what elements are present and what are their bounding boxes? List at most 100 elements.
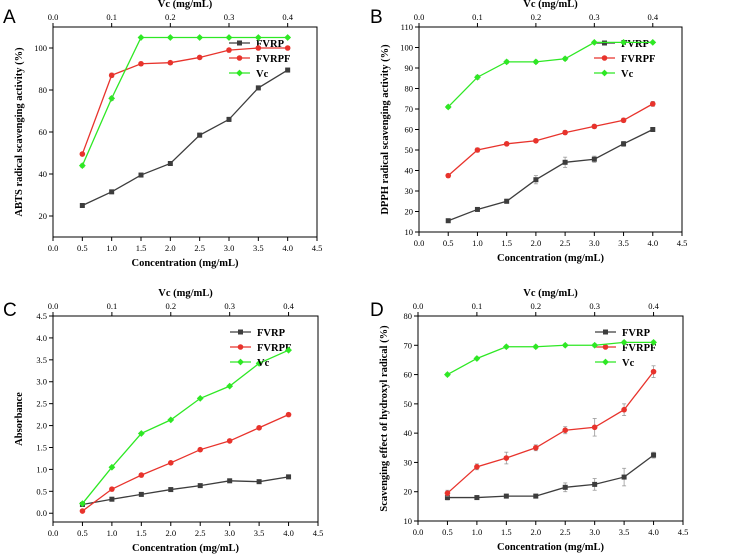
- series-fvrp: [79, 67, 291, 208]
- data-point-vc: [502, 343, 510, 351]
- y-tick-label: 10: [404, 516, 413, 526]
- data-point-fvrpf: [474, 464, 480, 470]
- series-line-fvrp: [447, 128, 654, 222]
- y-tick-label: 50: [405, 145, 414, 155]
- panel-d: D 0.0 0.5 1.0 1.5 2.0 2.5 3.0 3.5 4.0 4.5 0.0 0.1 0.2…: [370, 288, 688, 553]
- data-point-fvrp: [592, 481, 598, 487]
- series-fvrpf: [79, 411, 292, 514]
- legend-entry: FVRP: [230, 328, 286, 339]
- data-point-fvrp: [226, 116, 232, 122]
- data-point-fvrpf: [503, 141, 510, 147]
- top-x-tick-label: 0.4: [283, 301, 294, 311]
- top-x-tick-label: 0.1: [472, 12, 483, 22]
- series-line-vc: [447, 341, 654, 376]
- top-x-tick-label: 0.3: [589, 301, 600, 311]
- data-point-vc: [591, 341, 599, 349]
- panel-letter: A: [3, 7, 16, 28]
- data-point-fvrp: [109, 496, 115, 502]
- data-point-fvrp: [591, 156, 597, 162]
- y-tick-label: 30: [405, 186, 414, 196]
- data-point-fvrpf: [79, 151, 86, 157]
- series-fvrpf: [444, 365, 657, 497]
- data-point-fvrp: [651, 452, 657, 458]
- series-line-fvrp: [82, 476, 289, 506]
- y-tick-label: 20: [39, 211, 48, 221]
- legend-label: FVRPF: [256, 54, 290, 65]
- data-point-vc: [444, 371, 451, 378]
- legend-entry: FVRPF: [230, 343, 291, 354]
- series-fvrp: [445, 127, 656, 224]
- x-tick-label: 4.0: [648, 527, 659, 537]
- x-tick-label: 3.5: [618, 238, 629, 248]
- top-x-axis-title: Vc (mg/mL): [158, 0, 213, 10]
- x-tick-label: 0.0: [48, 243, 59, 253]
- data-point-fvrp: [562, 484, 568, 490]
- x-tick-label: 3.0: [589, 527, 600, 537]
- data-point-vc: [590, 38, 598, 46]
- x-tick-label: 0.5: [77, 528, 88, 538]
- x-axis-title: Concentration (mg/mL): [497, 542, 605, 553]
- data-point-fvrp: [138, 172, 144, 178]
- data-point-fvrp: [533, 493, 539, 499]
- x-tick-label: 3.0: [224, 528, 235, 538]
- top-x-axis-title: Vc (mg/mL): [158, 288, 213, 299]
- data-point-fvrpf: [444, 490, 451, 496]
- data-point-fvrpf: [532, 444, 539, 451]
- legend-marker: [601, 69, 608, 77]
- x-axis-title: Concentration (mg/mL): [497, 253, 605, 264]
- data-point-fvrpf: [591, 123, 598, 130]
- x-tick-label: 1.0: [106, 243, 117, 253]
- legend-entry: Vc: [594, 69, 634, 80]
- y-tick-label: 40: [405, 166, 414, 176]
- data-point-vc: [226, 382, 234, 390]
- x-tick-label: 1.0: [107, 528, 118, 538]
- x-tick-label: 0.5: [442, 527, 453, 537]
- data-point-fvrpf: [445, 172, 452, 179]
- data-point-fvrpf: [167, 59, 174, 66]
- legend-entry: FVRP: [595, 328, 651, 339]
- data-point-fvrp: [79, 203, 85, 208]
- x-axis-title: Concentration (mg/mL): [132, 543, 240, 554]
- y-tick-label: 3.5: [36, 355, 47, 365]
- panel-letter: C: [3, 300, 17, 321]
- legend-label: FVRP: [621, 39, 650, 50]
- plot-frame: [52, 315, 319, 523]
- x-tick-label: 4.0: [647, 238, 658, 248]
- y-tick-label: 40: [39, 169, 48, 179]
- data-point-vc: [650, 338, 657, 346]
- legend-entry: Vc: [229, 69, 269, 80]
- data-point-fvrpf: [109, 486, 115, 492]
- y-tick-label: 2.0: [36, 421, 47, 431]
- top-x-tick-label: 0.1: [107, 301, 118, 311]
- data-point-fvrpf: [650, 368, 657, 375]
- y-tick-label: 0.5: [36, 486, 47, 496]
- data-point-fvrp: [285, 67, 291, 73]
- legend-entry: Vc: [595, 358, 635, 369]
- data-point-fvrp: [533, 177, 539, 183]
- data-point-vc: [284, 34, 292, 41]
- x-tick-label: 4.0: [283, 528, 294, 538]
- series-vc: [78, 34, 292, 169]
- data-point-fvrpf: [284, 45, 291, 51]
- legend-label: Vc: [622, 358, 635, 369]
- legend-label: Vc: [621, 69, 634, 80]
- x-axis-title: Concentration (mg/mL): [131, 258, 239, 269]
- top-x-tick-label: 0.0: [413, 301, 424, 311]
- data-point-fvrpf: [562, 427, 569, 434]
- data-point-vc: [532, 343, 540, 351]
- legend-entry: FVRPF: [595, 343, 656, 354]
- data-point-fvrpf: [621, 406, 627, 413]
- data-point-fvrpf: [503, 455, 510, 461]
- data-point-fvrp: [197, 132, 203, 138]
- data-point-fvrp: [650, 127, 656, 132]
- data-point-fvrpf: [474, 147, 481, 153]
- y-tick-label: 20: [404, 487, 413, 497]
- y-tick-label: 80: [39, 85, 48, 95]
- data-point-vc: [473, 355, 481, 362]
- x-tick-label: 3.5: [254, 528, 265, 538]
- data-point-fvrp: [255, 85, 261, 91]
- x-tick-label: 1.5: [136, 528, 147, 538]
- y-tick-label: 60: [405, 125, 414, 135]
- y-tick-label: 90: [405, 63, 414, 73]
- top-x-axis-title: Vc (mg/mL): [523, 288, 578, 299]
